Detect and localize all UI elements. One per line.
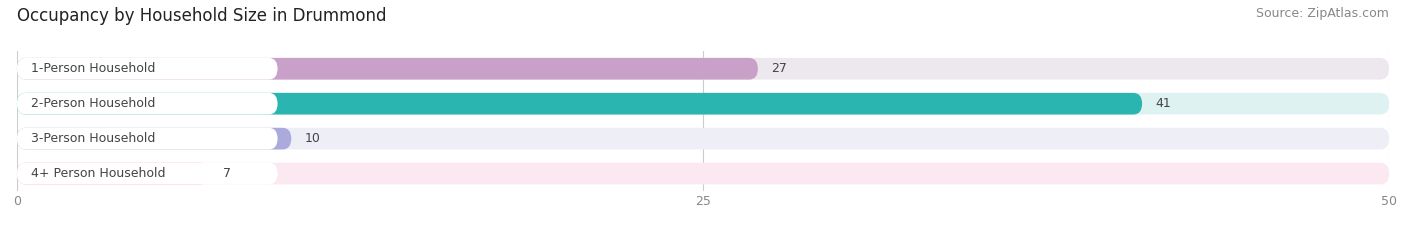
- FancyBboxPatch shape: [17, 163, 1389, 185]
- FancyBboxPatch shape: [17, 128, 1389, 150]
- Text: 7: 7: [222, 167, 231, 180]
- Text: 3-Person Household: 3-Person Household: [31, 132, 155, 145]
- Text: 41: 41: [1156, 97, 1171, 110]
- Text: 27: 27: [772, 62, 787, 75]
- FancyBboxPatch shape: [17, 58, 758, 80]
- FancyBboxPatch shape: [17, 128, 277, 150]
- Text: 2-Person Household: 2-Person Household: [31, 97, 155, 110]
- FancyBboxPatch shape: [17, 163, 209, 185]
- Text: 10: 10: [305, 132, 321, 145]
- Text: 1-Person Household: 1-Person Household: [31, 62, 155, 75]
- FancyBboxPatch shape: [17, 93, 1142, 115]
- FancyBboxPatch shape: [17, 128, 291, 150]
- Text: 4+ Person Household: 4+ Person Household: [31, 167, 165, 180]
- Text: Occupancy by Household Size in Drummond: Occupancy by Household Size in Drummond: [17, 7, 387, 25]
- Text: Source: ZipAtlas.com: Source: ZipAtlas.com: [1256, 7, 1389, 20]
- FancyBboxPatch shape: [17, 58, 1389, 80]
- FancyBboxPatch shape: [17, 58, 277, 80]
- FancyBboxPatch shape: [17, 93, 277, 115]
- FancyBboxPatch shape: [17, 163, 277, 185]
- FancyBboxPatch shape: [17, 93, 1389, 115]
